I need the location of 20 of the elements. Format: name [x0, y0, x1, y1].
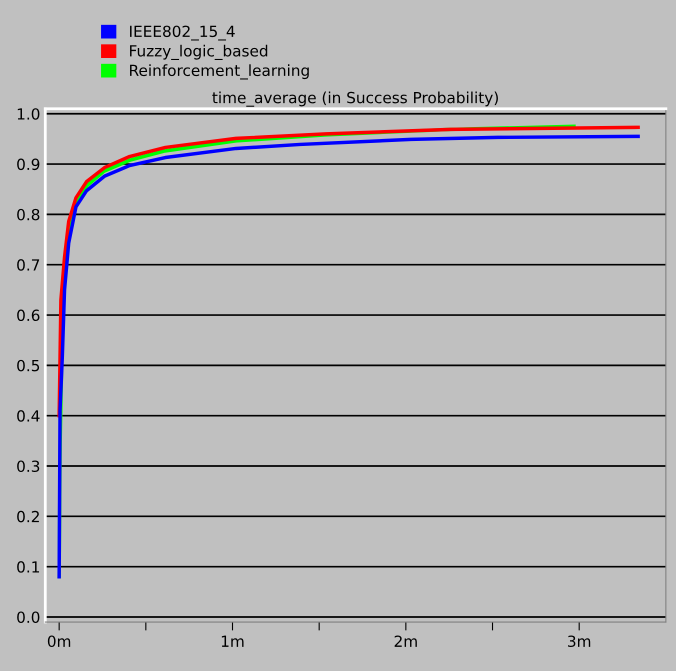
y-tick-label: 1.0 — [18, 108, 40, 120]
x-tick-label: 0m — [48, 635, 70, 648]
x-tick-label: 3m — [568, 635, 590, 648]
y-tick-label: 0.7 — [17, 259, 40, 271]
y-tick-label: 0.5 — [17, 360, 40, 372]
y-tick-label: 0.2 — [17, 510, 39, 522]
legend-label: IEEE802_15_4 — [130, 26, 235, 41]
legend-label: Fuzzy_logic_based — [130, 44, 268, 60]
y-tick-label: 0.0 — [17, 611, 40, 624]
y-tick-label: 0.1 — [17, 561, 40, 573]
chart-title: time_average (in Success Probability) — [212, 92, 498, 107]
y-tick-label: 0.9 — [17, 158, 40, 170]
y-tick-label: 0.4 — [17, 410, 40, 422]
legend-label: Reinforcement_learning — [130, 64, 309, 80]
y-tick-label: 0.6 — [17, 310, 40, 322]
line-series — [57, 126, 640, 418]
y-tick-label: 0.8 — [17, 208, 40, 220]
y-tick-label: 0.3 — [17, 460, 40, 472]
x-tick-label: 1m — [222, 636, 244, 647]
x-tick-label: 2m — [394, 635, 417, 647]
